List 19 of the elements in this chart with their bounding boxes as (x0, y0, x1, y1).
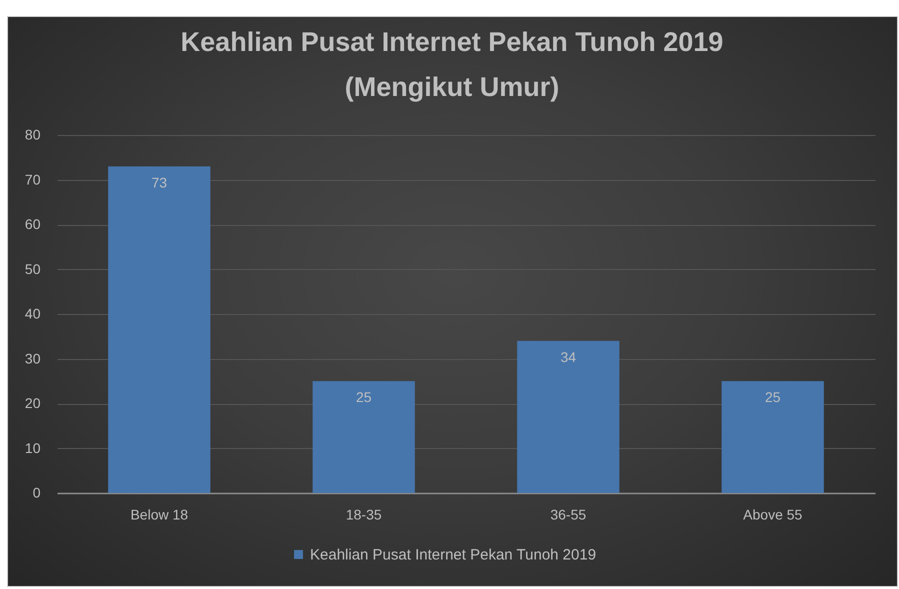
x-tick-label: Above 55 (743, 506, 803, 522)
data-label: 25 (764, 389, 781, 406)
x-tick-label: 36-55 (550, 506, 586, 522)
data-label: 25 (356, 389, 372, 406)
y-tick-label: 0 (32, 484, 41, 500)
y-tick-label: 80 (24, 126, 41, 142)
x-tick-label: Below 18 (130, 506, 188, 522)
y-tick-label: 10 (24, 440, 41, 456)
data-label: 34 (560, 348, 576, 365)
y-tick-label: 40 (24, 306, 41, 322)
y-tick-label: 20 (24, 395, 41, 411)
x-tick-label: 18-35 (346, 506, 382, 522)
y-tick-label: 70 (24, 171, 41, 188)
y-tick-label: 50 (24, 260, 41, 277)
y-tick-label: 30 (24, 350, 41, 366)
chart-title: Keahlian Pusat Internet Pekan Tunoh 2019 (Mengikut Umur) (180, 27, 724, 102)
data-label: 73 (151, 174, 168, 190)
legend-label: Keahlian Pusat Internet Pekan Tunoh 2019 (310, 546, 596, 564)
y-tick-label: 60 (24, 216, 41, 232)
